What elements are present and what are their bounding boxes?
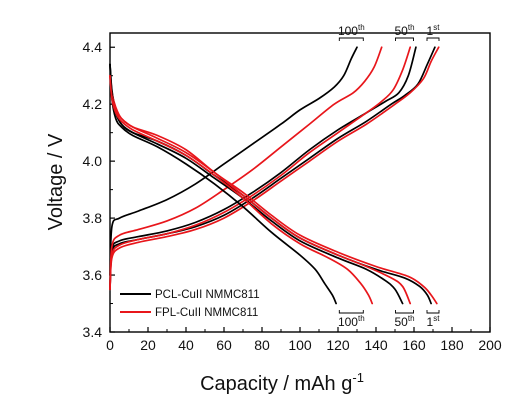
cycle-label: 50th <box>394 314 414 329</box>
axes-frame <box>109 32 491 333</box>
x-tick-label: 80 <box>254 337 270 353</box>
series-line-charge-1st <box>109 46 436 291</box>
cycle-label: 1st <box>427 23 441 38</box>
y-tick-label: 4.4 <box>83 39 103 55</box>
x-axis-title-sup: -1 <box>352 370 364 385</box>
y-axis-title: Voltage / V <box>45 133 67 230</box>
legend-label-fpl: FPL-CuII NMMC811 <box>155 307 258 319</box>
series-line-discharge-100th <box>109 74 374 305</box>
y-tick-label: 3.4 <box>83 324 103 340</box>
plot-border <box>109 32 491 333</box>
x-tick-label: 200 <box>478 337 502 353</box>
x-tick-label: 100 <box>288 337 312 353</box>
x-tick-label: 0 <box>106 337 114 353</box>
series-line-charge-50th <box>109 46 417 291</box>
series-line-charge-100th <box>109 46 358 276</box>
series-layer <box>109 46 440 305</box>
cycle-bracket <box>395 310 414 314</box>
series-line-discharge-50th <box>109 74 412 305</box>
series-line-charge-100th <box>109 46 383 291</box>
cycle-label: 100th <box>338 23 365 38</box>
cycle-bracket <box>395 37 414 41</box>
x-tick-label: 40 <box>178 337 194 353</box>
cycle-bracket <box>426 37 440 41</box>
y-tick-label: 4.0 <box>83 153 103 169</box>
cycle-bracket <box>426 310 440 314</box>
x-axis-title-main: Capacity / mAh g <box>200 373 352 395</box>
cycle-annotations-bottom: 100th 50th 1st <box>338 310 440 329</box>
series-line-discharge-100th <box>109 63 337 305</box>
x-axis: 0 20 40 60 80 100 120 140 160 180 200 <box>106 327 502 353</box>
cycle-bracket <box>338 37 364 41</box>
x-tick-label: 20 <box>140 337 156 353</box>
x-tick-label: 160 <box>402 337 426 353</box>
cycle-label: 50th <box>394 23 414 38</box>
series-line-discharge-50th <box>109 63 404 305</box>
cycle-label: 100th <box>338 314 365 329</box>
x-tick-label: 140 <box>364 337 388 353</box>
x-axis-title: Capacity / mAh g-1 <box>200 370 364 395</box>
series-line-charge-50th <box>109 46 412 291</box>
cycle-annotations-top: 100th 50th 1st <box>338 23 440 41</box>
x-tick-label: 180 <box>440 337 464 353</box>
y-axis: 3.4 3.6 3.8 4.0 4.2 4.4 <box>83 39 115 340</box>
x-tick-label: 120 <box>326 337 350 353</box>
cycle-bracket <box>338 310 364 314</box>
y-tick-label: 3.6 <box>83 267 103 283</box>
x-tick-label: 60 <box>216 337 232 353</box>
legend: PCL-CuII NMMC811 FPL-CuII NMMC811 <box>120 289 260 319</box>
legend-label-pcl: PCL-CuII NMMC811 <box>155 289 260 301</box>
y-tick-label: 3.8 <box>83 210 103 226</box>
cycle-label: 1st <box>427 314 441 329</box>
y-tick-label: 4.2 <box>83 96 103 112</box>
series-line-charge-1st <box>109 46 440 291</box>
